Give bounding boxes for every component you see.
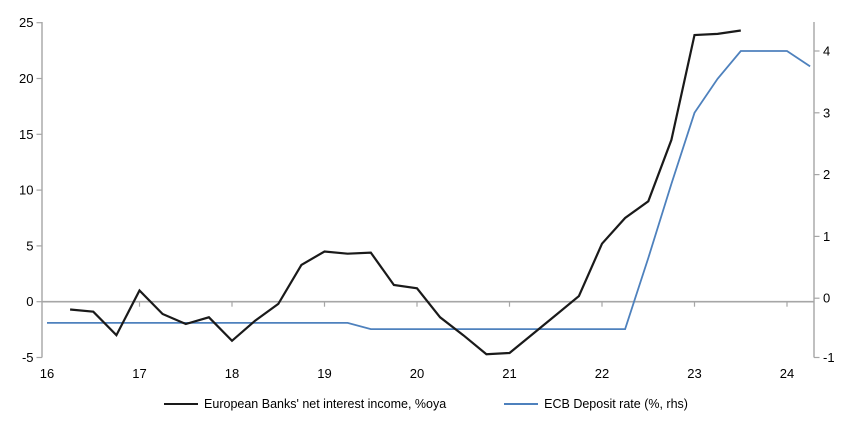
legend-item-net-interest-income: European Banks' net interest income, %oy… xyxy=(164,397,446,411)
left-tick-label: 15 xyxy=(19,127,33,142)
x-tick-label: 20 xyxy=(410,366,424,381)
legend-item-ecb-deposit-rate: ECB Deposit rate (%, rhs) xyxy=(504,397,688,411)
x-tick-label: 17 xyxy=(132,366,146,381)
legend-swatch-ecb-deposit-rate xyxy=(504,403,539,405)
x-tick-label: 24 xyxy=(780,366,794,381)
x-tick-label: 18 xyxy=(225,366,239,381)
left-tick-label: 5 xyxy=(26,238,33,253)
legend-swatch-net-interest-income xyxy=(164,403,199,405)
x-tick-label: 22 xyxy=(595,366,609,381)
right-tick-label: 2 xyxy=(823,167,830,182)
x-tick-label: 21 xyxy=(502,366,516,381)
legend-label-net-interest-income: European Banks' net interest income, %oy… xyxy=(204,397,447,411)
left-tick-label: 0 xyxy=(26,294,33,309)
right-tick-label: 4 xyxy=(823,44,830,59)
legend-label-ecb-deposit-rate: ECB Deposit rate (%, rhs) xyxy=(544,397,688,411)
right-tick-label: 3 xyxy=(823,105,830,120)
legend: European Banks' net interest income, %oy… xyxy=(0,394,852,414)
left-tick-label: -5 xyxy=(22,350,34,365)
right-tick-label: 0 xyxy=(823,291,830,306)
left-tick-label: 25 xyxy=(19,15,33,30)
left-tick-label: 20 xyxy=(19,71,33,86)
right-tick-label: 1 xyxy=(823,229,830,244)
right-tick-label: -1 xyxy=(823,350,835,365)
x-tick-label: 19 xyxy=(317,366,331,381)
series-line-ecb-deposit-rate xyxy=(47,50,811,331)
x-tick-label: 23 xyxy=(687,366,701,381)
series-line-net-interest-income xyxy=(69,29,741,356)
left-tick-label: 10 xyxy=(19,183,33,198)
x-tick-label: 16 xyxy=(40,366,54,381)
